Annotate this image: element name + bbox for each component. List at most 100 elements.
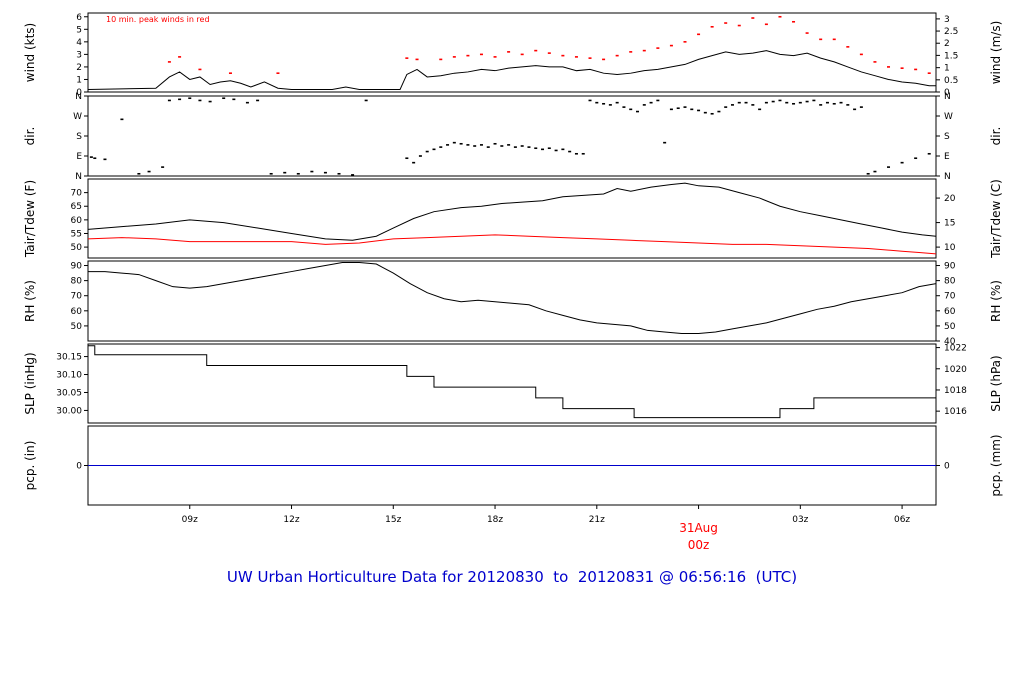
direction-series-0-point — [819, 104, 823, 106]
direction-series-0-point — [466, 144, 470, 146]
wind-series-1-point — [656, 47, 660, 49]
humidity-ylabel-right: RH (%) — [989, 280, 1003, 322]
temperature-left-tick-label: 65 — [71, 202, 82, 212]
direction-series-0-point — [137, 172, 141, 175]
direction-series-0-point — [900, 161, 904, 164]
wind-series-1-point — [466, 54, 470, 57]
humidity-right-tick-label: 60 — [944, 307, 956, 317]
direction-series-0-point — [887, 166, 891, 168]
wind-series-1-point — [615, 54, 619, 57]
wind-left-tick-label: 6 — [76, 13, 82, 23]
wind-series-1-point — [588, 57, 592, 59]
direction-series-0-point — [832, 102, 836, 105]
direction-series-0-point — [93, 157, 97, 160]
direction-series-0-point — [683, 106, 687, 108]
direction-series-0-point — [337, 172, 341, 175]
direction-series-0-point — [703, 111, 707, 114]
humidity-right-tick-label: 50 — [944, 322, 956, 332]
direction-series-0-point — [758, 108, 762, 111]
direction-series-0-point — [792, 102, 796, 105]
pressure-panel-frame — [87, 343, 937, 424]
direction-series-0-point — [764, 101, 768, 104]
direction-series-0-point — [588, 99, 592, 102]
pressure-right-tick-label: 1020 — [944, 365, 967, 375]
temperature-left-tick-label: 60 — [71, 216, 83, 226]
direction-series-0-point — [364, 99, 368, 102]
wind-series-1-point — [737, 24, 741, 27]
wind-series-1-point — [547, 52, 551, 54]
direction-series-0-point — [534, 147, 538, 150]
direction-series-0-point — [846, 104, 850, 106]
humidity-right-tick-label: 70 — [944, 292, 956, 302]
wind-right-tick-label: 2.5 — [944, 27, 958, 37]
wind-series-1-point — [520, 53, 524, 56]
direction-series-0-point — [513, 146, 517, 148]
date-marker-day: 31Aug — [679, 521, 718, 535]
direction-series-0-point — [103, 158, 107, 161]
wind-series-1-point — [276, 72, 280, 74]
time-tick-label: 09z — [182, 515, 198, 525]
direction-series-0-point — [527, 146, 531, 148]
humidity-right-tick-label: 40 — [944, 337, 956, 347]
wind-ylabel-right: wind (m/s) — [989, 21, 1003, 85]
time-tick-label: 06z — [894, 515, 910, 525]
direction-series-0-point — [751, 104, 755, 106]
direction-series-0-point — [425, 150, 429, 153]
direction-series-0-point — [432, 148, 436, 151]
direction-series-0-point — [269, 172, 273, 175]
direction-series-0-point — [232, 98, 236, 101]
humidity-left-tick-label: 50 — [71, 322, 83, 332]
wind-series-1-point — [602, 58, 606, 61]
wind-series-1-point — [683, 41, 687, 43]
direction-series-0-point — [581, 152, 585, 155]
wind-right-tick-label: 2 — [944, 39, 950, 49]
wind-series-1-point — [198, 68, 202, 71]
wind-series-1-point — [574, 56, 578, 58]
wind-series-1-point — [479, 53, 483, 56]
direction-left-tick-label: E — [76, 152, 82, 162]
wind-left-tick-label: 5 — [76, 25, 82, 35]
direction-series-0-point — [412, 161, 416, 164]
direction-series-0-point — [507, 144, 511, 146]
wind-series-1-point — [507, 51, 511, 53]
pressure-right-tick-label: 1016 — [944, 407, 967, 417]
direction-series-0-point — [859, 106, 863, 108]
direction-series-0-point — [853, 108, 857, 111]
humidity-left-tick-label: 60 — [71, 307, 83, 317]
direction-series-0-point — [710, 112, 714, 115]
pressure-ylabel: SLP (inHg) — [23, 352, 37, 414]
direction-series-0-point — [595, 101, 599, 104]
wind-left-tick-label: 4 — [76, 38, 82, 48]
direction-series-0-point — [839, 101, 843, 104]
wind-series-1-point — [439, 58, 443, 61]
temperature-series-0-line — [87, 182, 937, 241]
wind-series-1-point — [642, 49, 646, 52]
wind-right-tick-label: 0.5 — [944, 76, 958, 86]
direction-series-0-point — [547, 147, 551, 150]
direction-ylabel: dir. — [23, 127, 37, 146]
humidity-left-tick-label: 70 — [71, 292, 83, 302]
direction-series-0-point — [459, 142, 463, 145]
wind-panel-frame — [87, 12, 937, 93]
direction-series-0-point — [798, 101, 802, 104]
precip-ylabel: pcp. (in) — [23, 441, 37, 491]
direction-series-0-point — [771, 100, 775, 103]
direction-series-0-point — [622, 106, 626, 108]
wind-series-1-point — [914, 68, 918, 71]
direction-series-0-point — [439, 146, 443, 148]
direction-series-0-point — [283, 171, 287, 174]
direction-ylabel-right: dir. — [989, 127, 1003, 146]
direction-series-0-point — [198, 99, 202, 102]
temperature-right-tick-label: 15 — [944, 219, 955, 229]
direction-series-0-point — [222, 97, 226, 100]
direction-series-0-point — [608, 104, 612, 106]
direction-left-tick-label: N — [75, 172, 82, 182]
wind-series-1-point — [669, 44, 673, 47]
date-marker-hour: 00z — [688, 538, 710, 552]
time-tick-label: 15z — [385, 515, 401, 525]
direction-series-0-point — [446, 144, 450, 146]
humidity-right-tick-label: 80 — [944, 277, 956, 287]
wind-right-tick-label: 1.5 — [944, 51, 958, 61]
direction-right-tick-label: W — [944, 112, 953, 122]
